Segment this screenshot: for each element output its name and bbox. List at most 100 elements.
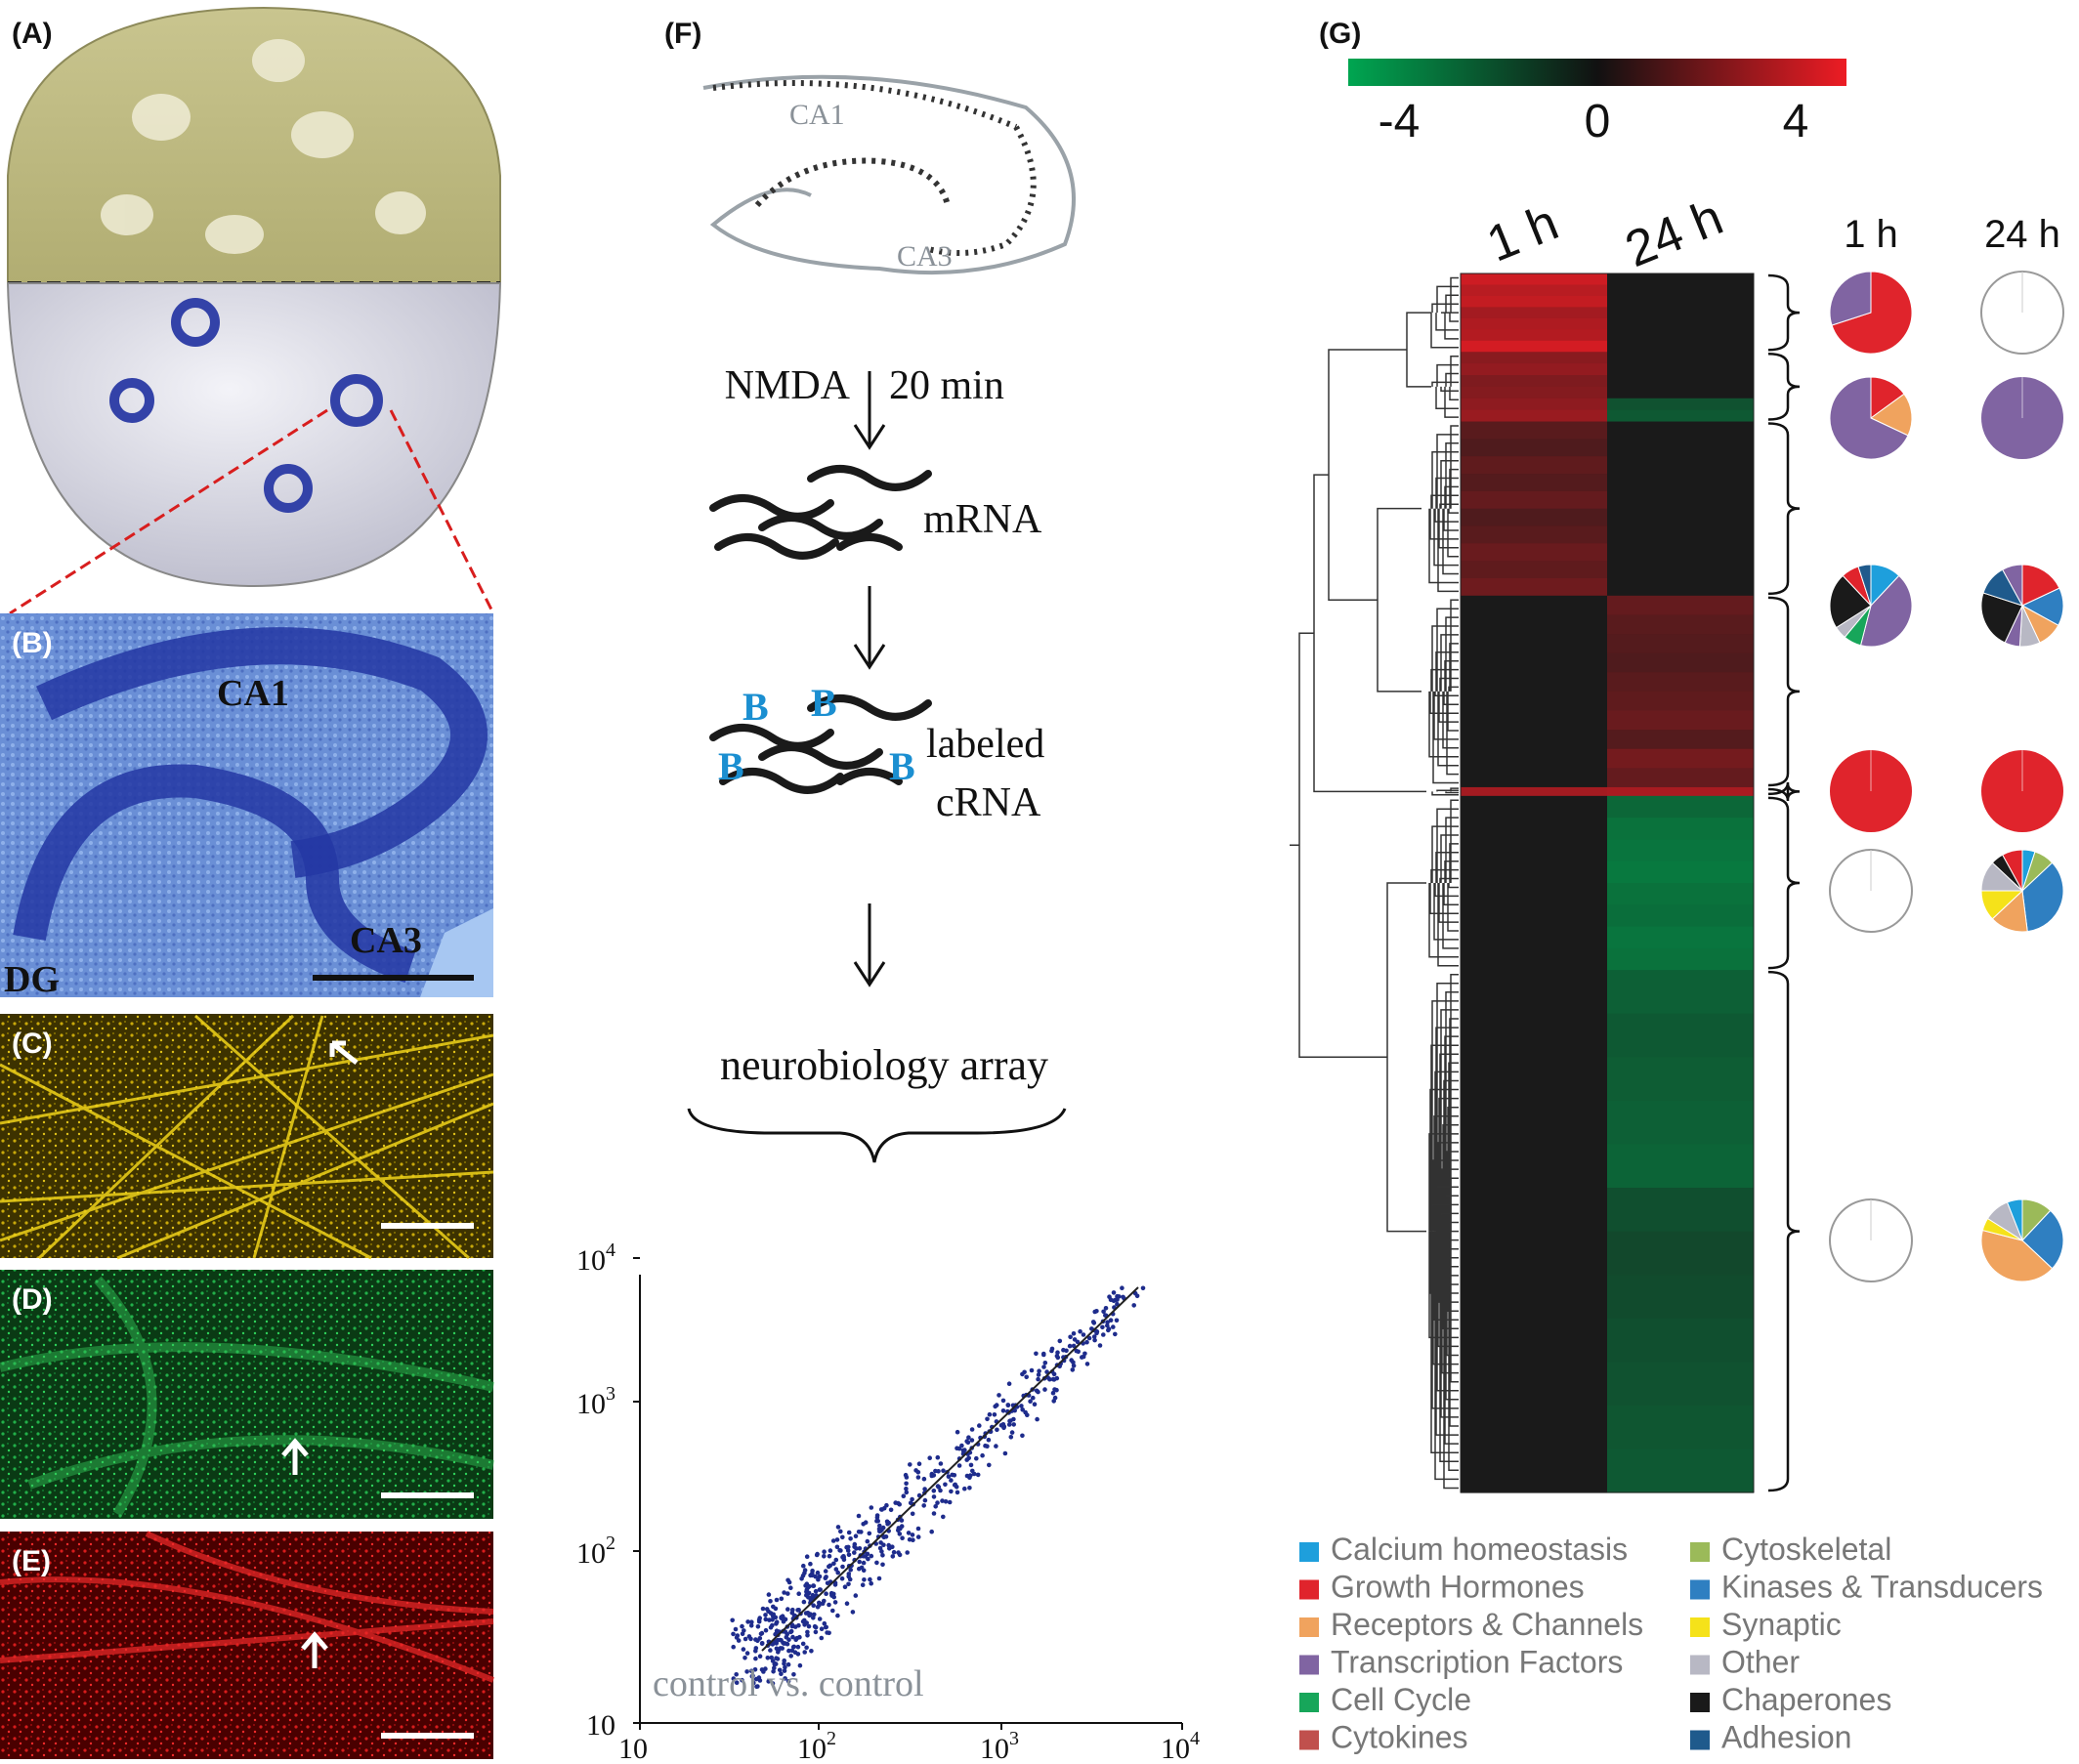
dendrogram-leaf (1434, 883, 1459, 898)
hippocampus-schematic: CA1 CA3 (702, 74, 1076, 275)
dendrogram-leaf (1442, 508, 1459, 575)
scatter-point (993, 1404, 997, 1409)
scatter-point (881, 1542, 886, 1547)
scatter-point (790, 1634, 795, 1640)
cluster-brace (1767, 796, 1801, 970)
y-tick-label: 103 (576, 1383, 615, 1420)
dendrogram-leaf (1437, 508, 1459, 593)
colorbar-tick-label: -4 (1379, 96, 1421, 147)
scatter-point (1036, 1372, 1041, 1377)
legend-label: Chaperones (1721, 1682, 1891, 1717)
scatter-point (906, 1531, 912, 1535)
dendrogram-leaf (1431, 825, 1459, 883)
panel-label-e: (E) (12, 1545, 51, 1577)
colorbar-tick-label: 4 (1783, 96, 1809, 147)
heatmap-cell (1607, 947, 1754, 971)
scatter-point (867, 1531, 872, 1536)
scatter-point (1115, 1297, 1120, 1302)
heatmap-cell (1607, 456, 1754, 475)
y-tick-exponent: 2 (606, 1533, 615, 1554)
heatmap-cell (1461, 317, 1607, 330)
scatter-point (838, 1529, 843, 1534)
dendrogram-leaf (1438, 1231, 1459, 1303)
dendrogram-leaf (1428, 691, 1459, 758)
scatter-point (1042, 1387, 1047, 1392)
scatter-point (1081, 1332, 1086, 1337)
scatter-point (842, 1584, 848, 1589)
heatmap-cell (1461, 710, 1607, 731)
scatter-point (949, 1489, 954, 1494)
panel-g: (G) -4 0 4 1 h 24 h 1 h 24 h Calcium homeost… (1290, 18, 2064, 1755)
scatter-point (848, 1536, 853, 1541)
scatter-point (1103, 1306, 1109, 1311)
scatter-point (772, 1665, 777, 1670)
heatmap-cell (1607, 398, 1754, 411)
dendrogram-leaf (1434, 508, 1459, 523)
scatter-point (995, 1427, 999, 1433)
scatter-point (813, 1588, 819, 1594)
heatmap-cell (1607, 672, 1754, 693)
scatter-point (869, 1505, 874, 1510)
heatmap-cell (1607, 1057, 1754, 1102)
heatmap-cell (1607, 1449, 1754, 1493)
scatter-point (1140, 1285, 1146, 1291)
heatmap-cell (1461, 295, 1607, 308)
scatter-point (766, 1592, 772, 1597)
scale-bar-e (381, 1733, 474, 1739)
dendrogram-link (1298, 632, 1387, 1059)
scatter-point (844, 1601, 850, 1606)
arrow-d (281, 1438, 309, 1475)
heatmap-cell (1461, 634, 1607, 654)
pie-slice (2021, 861, 2064, 933)
scatter-point (943, 1499, 949, 1504)
scatter-point (846, 1572, 852, 1576)
scatter-point (797, 1662, 803, 1668)
panel-label-b: (B) (12, 627, 53, 659)
scatter-point (788, 1585, 793, 1590)
scatter-point (831, 1561, 836, 1567)
ca-pyramidal-layer (35, 627, 488, 878)
scatter-point (819, 1626, 825, 1631)
dendrogram-leaf (1442, 1231, 1459, 1330)
scatter-point (1037, 1368, 1041, 1373)
fibers-c (0, 1014, 494, 1260)
scatter-point (910, 1496, 914, 1502)
scatter-point (734, 1680, 740, 1685)
scatter-point (1105, 1323, 1110, 1328)
cluster-brace (1767, 352, 1801, 421)
scatter-point (1070, 1367, 1076, 1372)
scatter-point (846, 1552, 852, 1558)
pie-slice (1829, 271, 1872, 326)
scatter-point (755, 1624, 761, 1629)
dendrogram-leaf (1440, 634, 1459, 692)
legend-swatch (1299, 1730, 1319, 1750)
heatmap-cell (1607, 818, 1754, 841)
scatter-point (814, 1552, 820, 1558)
scatter-point (827, 1553, 832, 1559)
scatter-point (817, 1617, 823, 1621)
y-tick-exponent: 3 (606, 1383, 615, 1405)
heatmap-cell (1607, 839, 1754, 862)
dendrogram-link (1328, 349, 1407, 602)
scatter-point (922, 1487, 927, 1491)
scatter-point (790, 1607, 795, 1613)
scatter-point (1067, 1343, 1073, 1349)
scatter-point (869, 1553, 874, 1559)
scatter-point (763, 1617, 769, 1622)
scatter-point (980, 1452, 985, 1458)
scatter-point (1080, 1355, 1084, 1360)
scatter-point (833, 1557, 839, 1563)
dendrogram-leaf (1436, 608, 1459, 692)
heatmap-cell (1607, 1275, 1754, 1320)
dendrogram-leaf (1429, 883, 1459, 914)
scatter-point (874, 1560, 879, 1566)
scatter-point (1005, 1403, 1011, 1407)
dendrogram-leaf (1437, 691, 1459, 767)
heatmap-cell (1461, 691, 1607, 712)
scatter-point (899, 1518, 905, 1523)
scatter-point (770, 1617, 775, 1622)
scatter-point (1090, 1320, 1096, 1324)
heatmap-cell (1461, 595, 1607, 616)
scatter-point (742, 1656, 747, 1660)
